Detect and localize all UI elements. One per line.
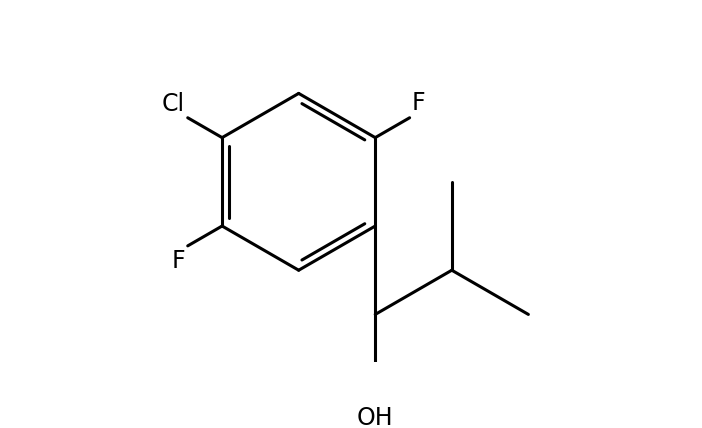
Text: OH: OH	[357, 407, 394, 428]
Text: Cl: Cl	[161, 92, 185, 116]
Text: F: F	[411, 91, 425, 115]
Text: F: F	[171, 249, 185, 273]
